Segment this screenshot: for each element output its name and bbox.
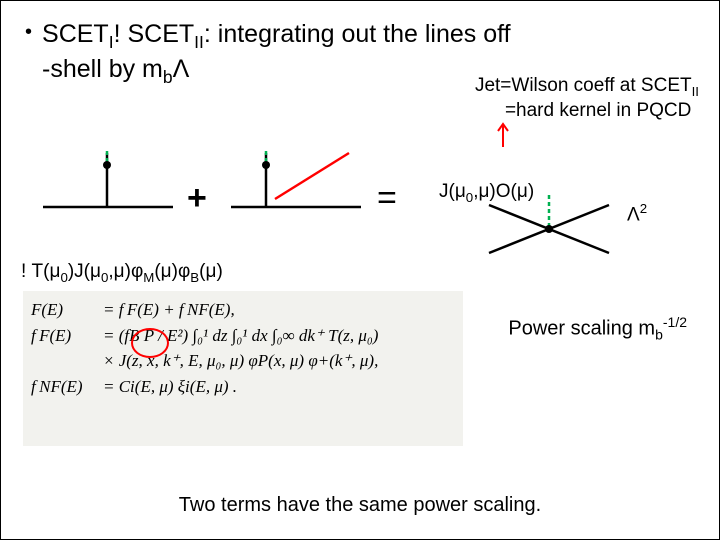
bottom-caption: Two terms have the same power scaling. (1, 494, 719, 517)
sub: II (194, 32, 204, 52)
equation-block: F(E)= f F(E) + f NF(E),f F(E)= (fB P / E… (23, 291, 463, 446)
txt: =hard kernel in PQCD (505, 100, 691, 121)
sub: II (692, 84, 699, 99)
phi: φ (178, 261, 190, 282)
lambda2-label: Λ2 (627, 201, 647, 226)
jmu-label: J(μ0,μ)O(μ) (439, 181, 534, 205)
red-circle-highlight (131, 328, 169, 358)
sub: B (190, 270, 199, 285)
sub: M (143, 270, 154, 285)
d2-vertex (262, 161, 270, 169)
txt: -shell by m (42, 55, 163, 83)
sup: -1/2 (663, 314, 687, 330)
mu: μ (478, 181, 489, 202)
equals-label: = (377, 179, 397, 218)
sub: b (655, 327, 663, 343)
txt: Jet=Wilson coeff at SCET (475, 75, 692, 96)
mu: μ (455, 181, 466, 202)
txt: )O( (489, 181, 516, 202)
txt: )J( (68, 261, 90, 282)
txt: Power scaling m (508, 318, 655, 340)
txt: Λ (627, 204, 640, 225)
sub: 0 (60, 270, 67, 285)
plus-label: + (187, 179, 207, 218)
mu: μ (90, 261, 101, 282)
txt: : integrating out the lines off (204, 20, 511, 48)
bullet-dot: • (25, 19, 32, 45)
txt: Λ (173, 55, 190, 83)
sup: 2 (640, 201, 647, 216)
mu: μ (114, 261, 125, 282)
txt: ! T( (21, 261, 50, 282)
txt: ) (528, 181, 534, 202)
diagram-svg (21, 151, 701, 261)
phi: φ (131, 261, 143, 282)
txt: ! SCET (114, 20, 195, 48)
mu: μ (517, 181, 528, 202)
mu: μ (50, 261, 61, 282)
mu: μ (161, 261, 172, 282)
t-expression: ! T(μ0)J(μ0,μ)φM(μ)φB(μ) (21, 261, 223, 285)
bullet-text: SCETI! SCETII: integrating out the lines… (42, 19, 511, 89)
feynman-diagrams: + = J(μ0,μ)O(μ) Λ2 (21, 151, 701, 241)
sub: b (163, 67, 173, 87)
txt: J( (439, 181, 455, 202)
txt: SCET (42, 20, 109, 48)
power-scaling-label: Power scaling mb-1/2 (508, 314, 687, 343)
uparrow-icon (495, 121, 511, 151)
txt: ) (216, 261, 222, 282)
mu: μ (205, 261, 216, 282)
d1-vertex (103, 161, 111, 169)
d3-vertex (545, 225, 553, 233)
d2-red-line (275, 153, 349, 199)
jet-annotation: Jet=Wilson coeff at SCETII =hard kernel … (475, 75, 699, 123)
